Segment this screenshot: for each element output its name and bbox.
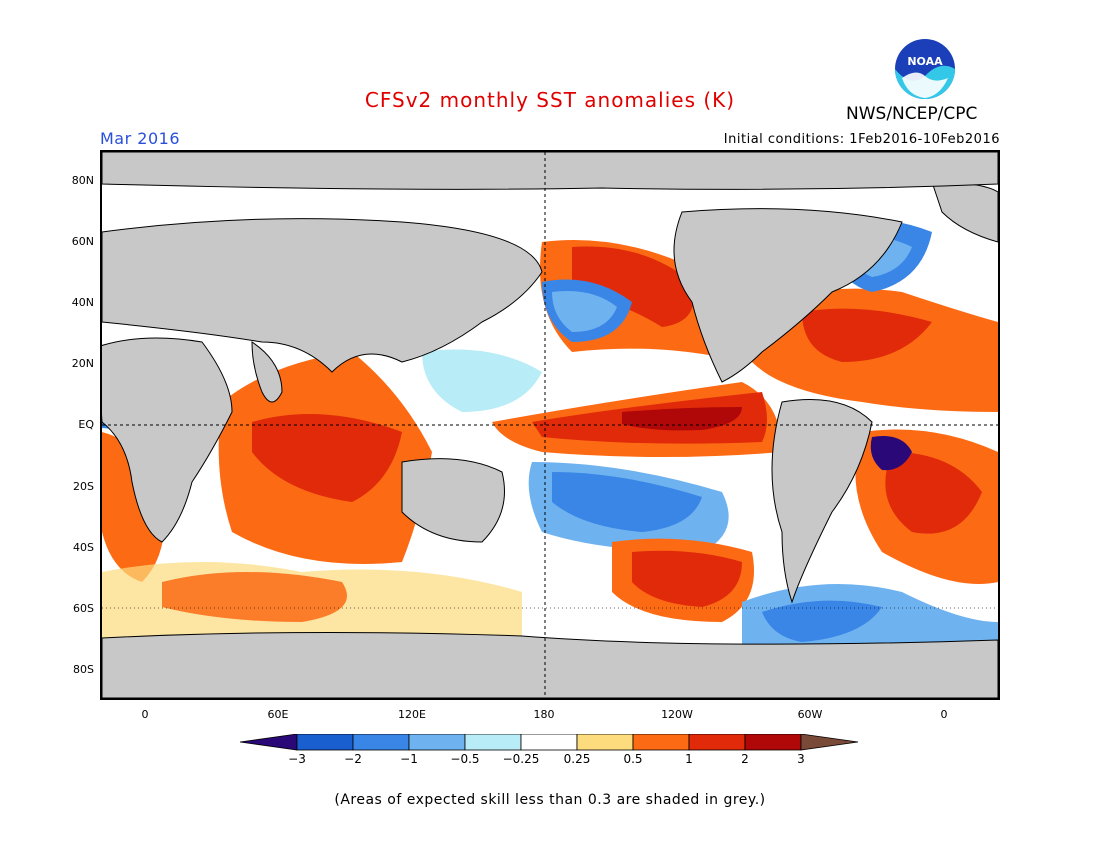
lon-label-120w: 120W [661,708,693,721]
colorbar-swatch-6 [576,734,634,751]
lon-label-0: 0 [141,708,149,721]
south-atlantic-strong [885,452,982,534]
southern-ocean-cool-core [762,600,882,642]
colorbar-swatch-8 [688,734,746,751]
sst-anomaly-map [100,150,1000,700]
south-pacific-cool-core [552,472,702,532]
colorbar-swatch-5 [520,734,578,751]
north-atlantic-strong [802,308,932,362]
colorbar-label: 3 [797,752,805,766]
grid-lines [102,152,998,698]
colorbar-label: 0.25 [563,752,591,766]
map-title: CFSv2 monthly SST anomalies (K) [364,88,736,112]
land-antarctica [102,631,998,698]
colorbar-label: 0.5 [623,752,643,766]
lat-label-60s: 60S [73,602,94,615]
lat-label-40n: 40N [71,296,94,309]
lon-label-120e: 120E [398,708,426,721]
lon-label-180: 180 [533,708,555,721]
colorbar-label: −0.25 [502,752,540,766]
colorbar-label: 2 [741,752,749,766]
lat-label-20n: 20N [71,357,94,370]
lat-label-80s: 80S [73,663,94,676]
south-pacific-strong [632,550,742,607]
land-north-america [673,208,903,383]
lat-label-60n: 60N [71,235,94,248]
colorbar-swatch-9 [744,734,802,751]
land-india [251,341,283,403]
colorbar-over-triangle [800,734,859,751]
agency-label: NWS/NCEP/CPC [846,104,978,124]
lon-label-0-right: 0 [940,708,948,721]
lon-label-60e: 60E [267,708,289,721]
colorbar-label: 1 [685,752,693,766]
land-africa [102,337,233,543]
land-eurasia [102,218,543,373]
lat-label-eq: EQ [78,418,94,431]
colorbar-swatch-1 [296,734,354,751]
colorbar-swatch-3 [408,734,466,751]
noaa-logo: NOAA [895,39,955,99]
land-australia [401,458,505,543]
southern-ocean-warm-patches [162,572,347,622]
colorbar-under-triangle [240,734,298,751]
north-pacific-cool-edge [552,291,617,332]
svg-text:NOAA: NOAA [907,55,943,68]
colorbar-swatch-2 [352,734,410,751]
lat-label-80n: 80N [71,174,94,187]
colorbar-label: −0.5 [450,752,480,766]
initial-conditions: Initial conditions: 1Feb2016-10Feb2016 [723,132,1000,147]
west-pacific-light [422,349,542,412]
land-arctic-north [102,152,998,190]
color-bar [240,734,859,751]
lat-label-20s: 20S [73,480,94,493]
el-nino-core [622,407,742,431]
map-canvas [102,152,998,698]
colorbar-label: −2 [344,752,362,766]
colorbar-swatch-4 [464,734,522,751]
north-pacific-strong [572,246,694,327]
colorbar-label: −3 [288,752,306,766]
indian-ocean-strong [252,414,402,502]
colorbar-swatch-7 [632,734,690,751]
lat-label-40s: 40S [73,541,94,554]
equatorial-atlantic-cold [870,436,912,471]
lon-label-60w: 60W [797,708,823,721]
skill-footnote: (Areas of expected skill less than 0.3 a… [334,792,766,808]
valid-month: Mar 2016 [100,129,180,148]
land-masses [102,152,998,698]
colorbar-label: −1 [400,752,418,766]
land-south-america [771,399,873,604]
